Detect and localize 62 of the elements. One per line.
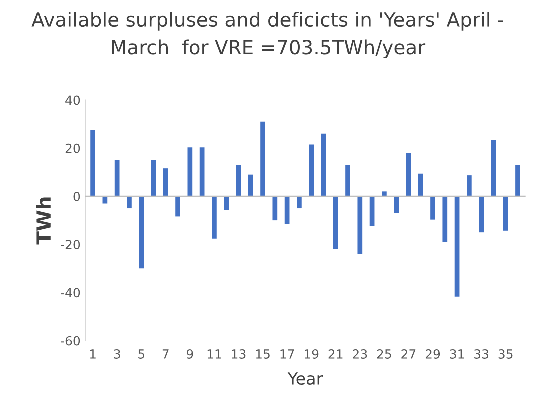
bar [90,130,96,196]
x-tick-label: 23 [353,349,368,359]
bar [418,174,424,196]
bar [346,165,350,196]
y-tick-label: -40 [61,288,80,298]
x-tick-label: 29 [426,349,440,359]
bar [127,196,132,209]
bar [260,122,266,196]
bar [212,196,217,239]
bar [479,196,484,233]
bar [200,148,205,196]
x-tick-label: 35 [498,349,513,359]
bar [297,196,302,209]
bar [188,148,193,196]
bar [321,134,326,196]
x-tick-label: 11 [208,350,222,359]
bar [236,165,242,196]
bar [358,196,363,254]
y-tick-label: 40 [66,96,80,106]
x-tick-label: 5 [138,350,144,359]
x-axis-title: Year [288,372,324,386]
bar [139,196,144,269]
x-tick-label: 19 [305,349,319,359]
bar [114,160,120,196]
x-tick-label: 13 [232,349,246,359]
x-tick-label: 33 [474,349,489,359]
x-tick-label: 27 [402,349,416,359]
bar [442,196,448,242]
bar [224,196,230,210]
y-tick-label: -60 [61,336,80,346]
y-axis-title: TWh [36,198,51,245]
bar [467,176,472,196]
x-tick-label: 3 [114,349,120,359]
y-tick-label: -20 [61,240,80,250]
chart-title: Available surpluses and deficicts in 'Years' April - March for VRE =703.5TWh/year [32,12,504,59]
bar [151,160,156,196]
x-tick-label: 7 [162,350,169,359]
bar [491,140,496,196]
x-tick-label: 1 [90,350,96,359]
x-tick-label: 31 [450,349,464,359]
bar [309,144,314,196]
x-tick-label: 17 [280,350,294,359]
bar [382,192,387,196]
bar [394,196,400,214]
x-tick-label: 9 [186,349,194,359]
bar [430,196,436,220]
bar [333,196,338,250]
x-tick-label: 15 [256,350,270,359]
bar [370,196,375,226]
bar [284,196,290,224]
bar [272,196,278,221]
bar [176,196,180,217]
x-tick-label: 25 [377,349,392,359]
bar [454,196,460,297]
bar [516,165,520,196]
y-tick-label: 0 [74,192,80,202]
y-tick-label: 20 [66,144,80,154]
bar [503,196,508,231]
bar [406,153,412,196]
bar [163,168,168,196]
bar [248,174,254,196]
x-tick-label: 21 [328,349,343,359]
